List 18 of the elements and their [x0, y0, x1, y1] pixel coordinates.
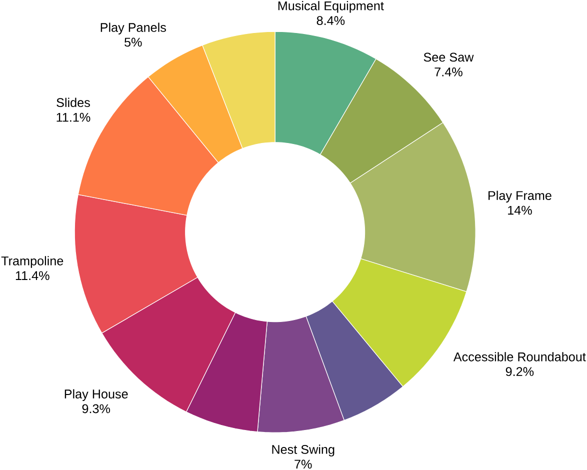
slice-label: Play Frame [488, 190, 552, 203]
data-label: 7% [294, 460, 312, 469]
slice-label: Nest Swing [272, 444, 334, 457]
slice-label: Musical Equipment [278, 1, 384, 13]
data-label: 9.3% [82, 404, 110, 414]
data-label: 8.4% [316, 16, 345, 26]
slice-label: Accessible Roundabout [453, 352, 586, 362]
slice-label: Play House [64, 389, 128, 402]
slice-label: See Saw [424, 52, 474, 62]
slice-label: Play Panels [100, 22, 166, 35]
slice-label: Trampoline [1, 256, 64, 268]
data-label: 5% [124, 38, 142, 47]
slice-label: Slides [56, 98, 90, 108]
data-label: 14% [508, 206, 532, 215]
data-label: 9.2% [506, 367, 534, 376]
data-label: 11.4% [16, 271, 50, 280]
data-label: 11.1% [56, 113, 90, 122]
data-label: 7.4% [434, 68, 462, 77]
